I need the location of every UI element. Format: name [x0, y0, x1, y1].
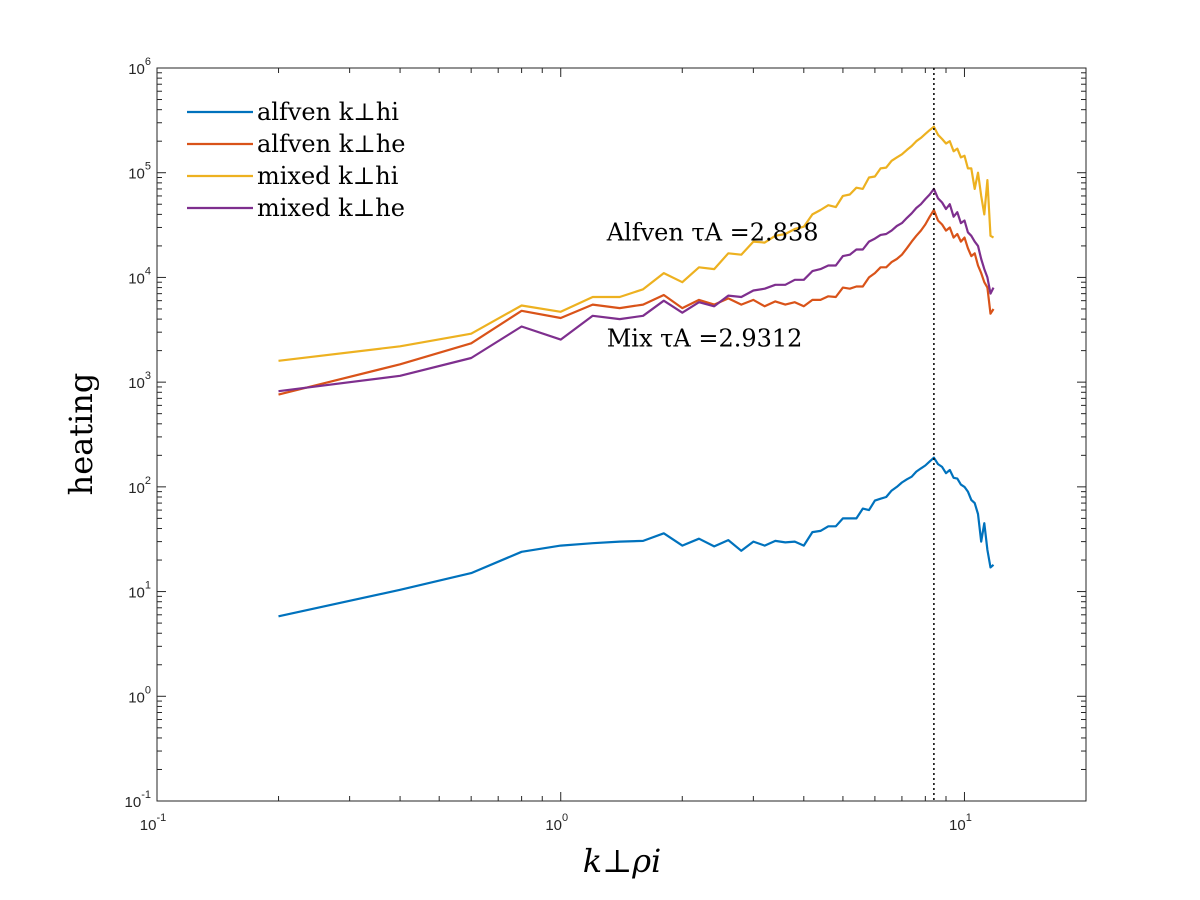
- annotation-mix: Mix τA =2.9312: [607, 325, 803, 353]
- x-tick-label: 10-1: [140, 812, 166, 834]
- series-line-3: [278, 187, 995, 393]
- legend: alfven k⊥hi alfven k⊥he mixed k⊥hi mixed k⊥…: [187, 98, 406, 222]
- legend-label-2: mixed k⊥hi: [257, 162, 399, 190]
- legend-label-3: mixed k⊥he: [257, 194, 405, 222]
- series-line-1: [278, 208, 995, 396]
- y-tick-label: 100: [128, 684, 151, 706]
- annotations: Alfven τA =2.838 Mix τA =2.9312: [606, 218, 819, 352]
- plot-area: [156, 67, 1087, 802]
- y-tick-label: 106: [128, 56, 151, 78]
- tick-labels: 10-1 100 101 10-1 100 101 102 103 104 105 106: [125, 56, 972, 834]
- y-tick-label: 102: [128, 475, 151, 497]
- x-tick-label: 101: [949, 812, 972, 834]
- y-tick-label: 103: [128, 370, 151, 392]
- y-tick-label: 10-1: [125, 789, 151, 811]
- annotation-alfven: Alfven τA =2.838: [606, 218, 819, 246]
- y-tick-label: 101: [128, 580, 151, 602]
- y-axis-label: heating: [62, 373, 100, 496]
- y-tick-label: 104: [128, 265, 151, 287]
- series-line-2: [278, 125, 995, 362]
- y-tick-label: 105: [128, 161, 151, 183]
- x-axis-label: k⊥ρi: [583, 842, 662, 880]
- legend-label-0: alfven k⊥hi: [257, 98, 399, 126]
- series-lines: [278, 125, 995, 618]
- x-tick-label: 100: [545, 812, 568, 834]
- axis-ticks: [156, 67, 1087, 802]
- legend-label-1: alfven k⊥he: [257, 130, 406, 158]
- series-line-0: [278, 456, 995, 618]
